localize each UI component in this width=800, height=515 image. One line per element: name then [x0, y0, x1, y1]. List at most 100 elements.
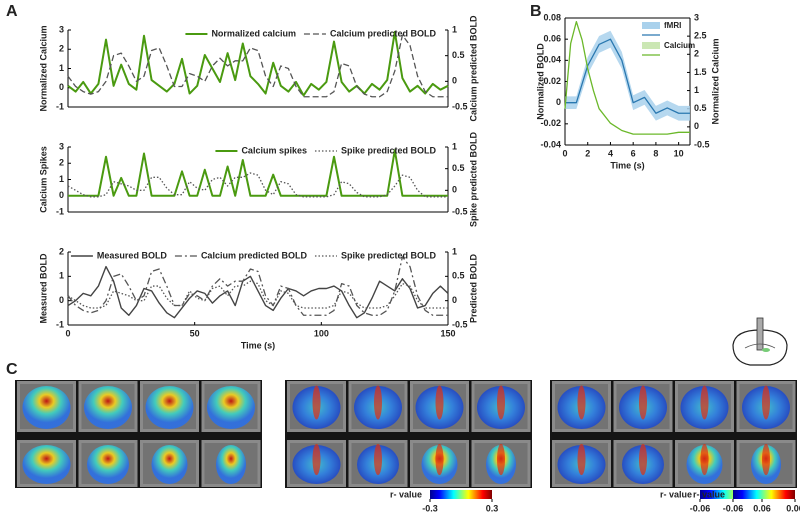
- y2-tick-label: 1: [452, 246, 457, 256]
- x-tick-label: 50: [190, 328, 200, 338]
- correlation-hotspot: [497, 443, 505, 476]
- correlation-hotspot: [639, 385, 647, 420]
- legend-label: Normalized calcium: [211, 28, 296, 38]
- colorbar-tick-label: 0.3: [486, 503, 499, 513]
- y-tick-label: 3: [59, 141, 64, 151]
- correlation-hotspot: [435, 385, 444, 420]
- legend-label: Spike predicted BOLD: [341, 145, 437, 155]
- y-axis-label: Measured BOLD: [38, 253, 48, 324]
- y-tick-label: 2: [59, 44, 64, 54]
- colorbar-tick-label: -0.06: [690, 503, 711, 513]
- correlation-hotspot: [435, 443, 444, 476]
- x-tick-label: 150: [440, 328, 455, 338]
- y-tick-label: 0.06: [543, 34, 561, 44]
- y-tick-label: -0.02: [540, 118, 561, 128]
- y2-tick-label: 0: [452, 76, 457, 86]
- y2-tick-label: 0: [694, 121, 699, 131]
- y-tick-label: 0: [59, 295, 64, 305]
- correlation-map: [207, 386, 255, 429]
- x-tick-label: 4: [608, 148, 613, 158]
- colorbar-label: r- value: [660, 489, 692, 499]
- legend: Measured BOLD Calcium predicted BOLD Spike…: [70, 250, 437, 260]
- y-tick-label: 1: [59, 271, 64, 281]
- correlation-map: [84, 386, 132, 429]
- legend-label: Spike predicted BOLD: [341, 250, 437, 260]
- x-tick-label: 2: [585, 148, 590, 158]
- y2-tick-label: 1: [452, 24, 457, 34]
- colorbar: [733, 490, 795, 499]
- series-line: [67, 172, 448, 198]
- legend-swatch: [642, 42, 660, 49]
- y-tick-label: -1: [56, 319, 64, 329]
- panel-label: A: [6, 3, 18, 20]
- correlation-hotspot: [700, 385, 709, 420]
- colorbar-tick-label: 0.06: [786, 503, 800, 513]
- x-tick-label: 10: [674, 148, 684, 158]
- correlation-hotspot: [639, 443, 647, 476]
- y-axis-label: Normalized BOLD: [535, 43, 545, 120]
- series-line: [67, 34, 448, 98]
- correlation-hotspot: [374, 385, 382, 420]
- series-line: [67, 265, 449, 319]
- legend-label: Measured BOLD: [97, 250, 168, 260]
- correlation-hotspot: [312, 443, 321, 476]
- legend-label: Calcium predicted BOLD: [330, 28, 437, 38]
- y2-tick-label: -0.5: [452, 319, 468, 329]
- y-tick-label: 0: [556, 97, 561, 107]
- correlation-map: [22, 445, 71, 484]
- y-tick-label: 3: [59, 24, 64, 34]
- series-line: [67, 280, 448, 309]
- y2-tick-label: 0: [452, 185, 457, 195]
- y2-tick-label: 2.5: [694, 31, 707, 41]
- legend: Normalized calcium Calcium predicted BOLD: [185, 28, 436, 38]
- y2-tick-label: 1: [452, 141, 457, 151]
- correlation-hotspot: [762, 443, 770, 476]
- y2-tick-label: 0: [452, 295, 457, 305]
- series-line: [565, 38, 690, 114]
- y2-tick-label: -0.5: [452, 101, 468, 111]
- y-tick-label: 0.08: [543, 12, 561, 22]
- legend: Calcium spikes Spike predicted BOLD: [215, 145, 436, 155]
- y-tick-label: -0.04: [540, 139, 561, 149]
- correlation-hotspot: [700, 443, 709, 476]
- correlation-map: [216, 445, 246, 484]
- y2-axis-label: Calcium predicted BOLD: [468, 15, 478, 122]
- y2-tick-label: 1: [694, 85, 699, 95]
- y2-axis-label: Normalized Calcium: [710, 38, 720, 124]
- y2-tick-label: 0.5: [452, 50, 465, 60]
- x-axis-label: Time (s): [241, 340, 275, 350]
- inset-brain-icon: [732, 317, 788, 366]
- legend-swatch: [642, 22, 660, 29]
- y2-tick-label: 3: [694, 12, 699, 22]
- legend-label: Calcium predicted BOLD: [201, 250, 308, 260]
- colorbar-tick-label: 0.06: [753, 503, 771, 513]
- error-band: [565, 30, 690, 121]
- y2-tick-label: 0.5: [694, 103, 707, 113]
- correlation-map: [145, 386, 194, 429]
- legend-label: Calcium spikes: [241, 145, 307, 155]
- y-tick-label: -1: [56, 101, 64, 111]
- correlation-hotspot: [374, 443, 382, 476]
- y-tick-label: 0: [59, 82, 64, 92]
- y2-tick-label: 2: [694, 49, 699, 59]
- series-line: [68, 149, 448, 197]
- correlation-hotspot: [497, 385, 505, 420]
- correlation-hotspot: [577, 443, 586, 476]
- colorbar-tick-label: -0.06: [723, 503, 744, 513]
- y-tick-label: 2: [59, 158, 64, 168]
- correlation-map: [151, 445, 188, 484]
- correlation-hotspot: [577, 385, 586, 420]
- legend: fMRI Calcium: [642, 21, 695, 56]
- y-tick-label: 0.02: [543, 76, 561, 86]
- y-tick-label: 1: [59, 63, 64, 73]
- y2-axis-label: Predicted BOLD: [468, 253, 478, 323]
- x-tick-label: 8: [653, 148, 658, 158]
- correlation-hotspot: [312, 385, 321, 420]
- panel-label: B: [530, 3, 542, 20]
- x-tick-label: 6: [631, 148, 636, 158]
- x-tick-label: 100: [314, 328, 329, 338]
- y2-axis-label: Spike predicted BOLD: [468, 131, 478, 227]
- y2-tick-label: -0.5: [452, 206, 468, 216]
- colorbar-label: r- value: [390, 489, 422, 499]
- y2-tick-label: -0.5: [694, 139, 710, 149]
